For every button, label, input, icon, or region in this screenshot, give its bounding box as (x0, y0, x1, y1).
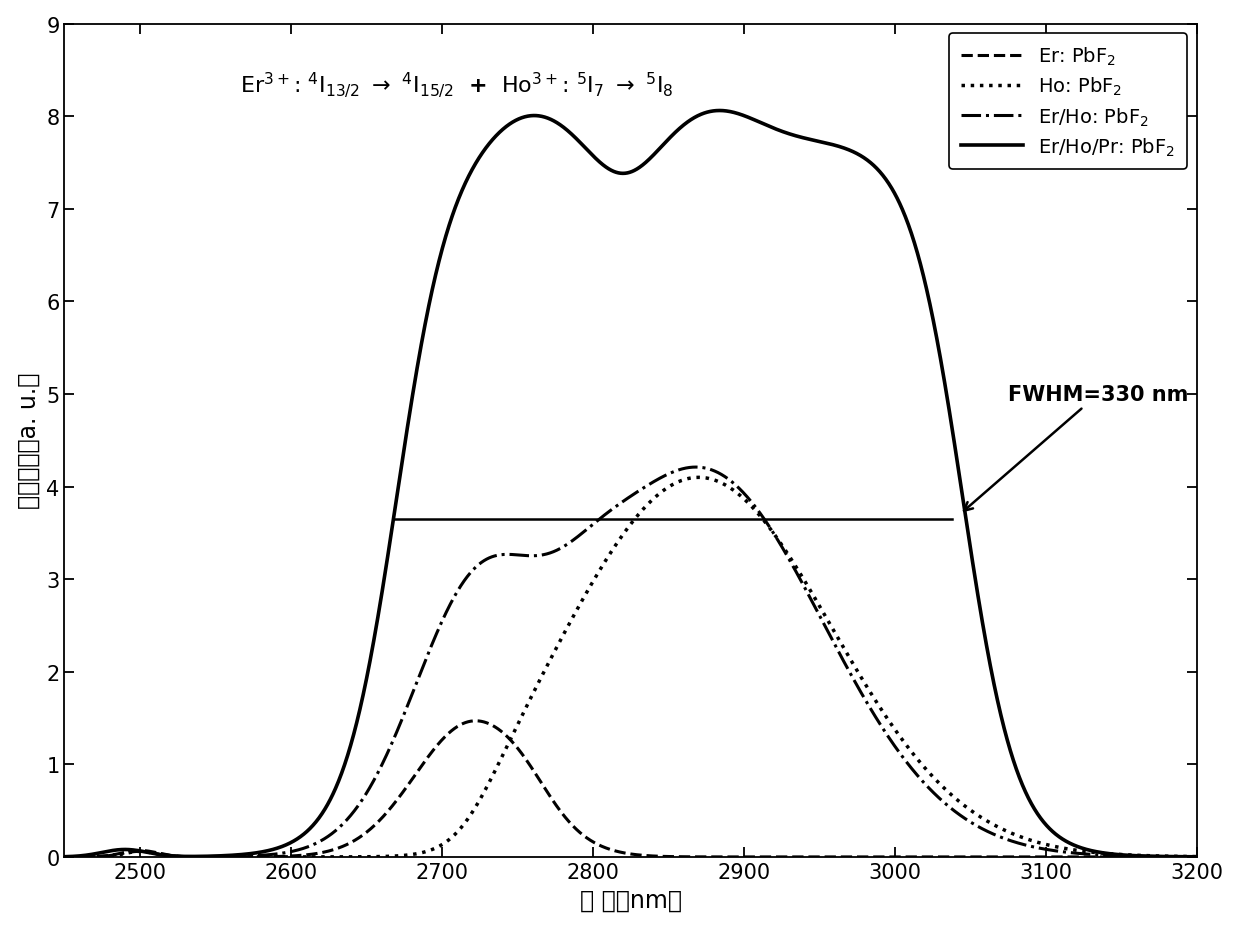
Text: FWHM=330 nm: FWHM=330 nm (963, 384, 1188, 511)
Er: PbF$_2$: (2.72e+03, 1.47): PbF$_2$: (2.72e+03, 1.47) (469, 715, 484, 727)
Er/Ho: PbF$_2$: (2.87e+03, 4.21): PbF$_2$: (2.87e+03, 4.21) (688, 462, 703, 473)
Er/Ho/Pr: PbF$_2$: (3.19e+03, 0.00316): PbF$_2$: (3.19e+03, 0.00316) (1168, 851, 1183, 862)
Er/Ho/Pr: PbF$_2$: (2.54e+03, 0.00521): PbF$_2$: (2.54e+03, 0.00521) (186, 851, 201, 862)
Er/Ho: PbF$_2$: (2.74e+03, 3.26): PbF$_2$: (2.74e+03, 3.26) (491, 550, 506, 561)
Er/Ho/Pr: PbF$_2$: (3.1e+03, 0.271): PbF$_2$: (3.1e+03, 0.271) (1045, 826, 1060, 837)
Er/Ho: PbF$_2$: (3.2e+03, 0.00128): PbF$_2$: (3.2e+03, 0.00128) (1189, 851, 1204, 862)
Ho: PbF$_2$: (2.58e+03, 1.64e-06): PbF$_2$: (2.58e+03, 1.64e-06) (254, 851, 269, 862)
Line: Ho: PbF$_2$: Ho: PbF$_2$ (64, 478, 1197, 857)
Er/Ho/Pr: PbF$_2$: (2.58e+03, 0.052): PbF$_2$: (2.58e+03, 0.052) (253, 846, 268, 857)
Er: PbF$_2$: (3.19e+03, 3.77e-33): PbF$_2$: (3.19e+03, 3.77e-33) (1168, 851, 1183, 862)
Er: PbF$_2$: (3.1e+03, 8.02e-23): PbF$_2$: (3.1e+03, 8.02e-23) (1045, 851, 1060, 862)
Er: PbF$_2$: (3.2e+03, 3.27e-35): PbF$_2$: (3.2e+03, 3.27e-35) (1189, 851, 1204, 862)
Line: Er/Ho: PbF$_2$: Er/Ho: PbF$_2$ (64, 468, 1197, 857)
Er: PbF$_2$: (2.45e+03, 1.19e-05): PbF$_2$: (2.45e+03, 1.19e-05) (57, 851, 72, 862)
Ho: PbF$_2$: (2.77e+03, 2.09): PbF$_2$: (2.77e+03, 2.09) (541, 659, 556, 670)
Legend: Er: PbF$_2$, Ho: PbF$_2$, Er/Ho: PbF$_2$, Er/Ho/Pr: PbF$_2$: Er: PbF$_2$, Ho: PbF$_2$, Er/Ho: PbF$_2$… (949, 34, 1187, 170)
Er/Ho: PbF$_2$: (2.77e+03, 3.28): PbF$_2$: (2.77e+03, 3.28) (541, 548, 556, 560)
Er/Ho/Pr: PbF$_2$: (2.77e+03, 7.98): PbF$_2$: (2.77e+03, 7.98) (541, 113, 556, 124)
Er: PbF$_2$: (2.77e+03, 0.686): PbF$_2$: (2.77e+03, 0.686) (541, 788, 556, 799)
Er: PbF$_2$: (2.74e+03, 1.37): PbF$_2$: (2.74e+03, 1.37) (491, 724, 506, 735)
Ho: PbF$_2$: (3.1e+03, 0.116): PbF$_2$: (3.1e+03, 0.116) (1045, 841, 1060, 852)
Er/Ho/Pr: PbF$_2$: (2.88e+03, 8.06): PbF$_2$: (2.88e+03, 8.06) (712, 106, 727, 117)
Er/Ho: PbF$_2$: (2.54e+03, 0.00192): PbF$_2$: (2.54e+03, 0.00192) (186, 851, 201, 862)
Er/Ho: PbF$_2$: (2.45e+03, 1.86e-05): PbF$_2$: (2.45e+03, 1.86e-05) (57, 851, 72, 862)
Er/Ho: PbF$_2$: (3.19e+03, 0.00256): PbF$_2$: (3.19e+03, 0.00256) (1168, 851, 1183, 862)
X-axis label: 波 长（nm）: 波 长（nm） (579, 887, 682, 911)
Ho: PbF$_2$: (3.19e+03, 0.00657): PbF$_2$: (3.19e+03, 0.00657) (1168, 851, 1183, 862)
Line: Er/Ho/Pr: PbF$_2$: Er/Ho/Pr: PbF$_2$ (64, 111, 1197, 857)
Er: PbF$_2$: (2.58e+03, 0.00164): PbF$_2$: (2.58e+03, 0.00164) (253, 851, 268, 862)
Ho: PbF$_2$: (2.54e+03, 0.000109): PbF$_2$: (2.54e+03, 0.000109) (186, 851, 201, 862)
Y-axis label: 荧光强度（a. u.）: 荧光强度（a. u.） (16, 373, 41, 509)
Er/Ho/Pr: PbF$_2$: (2.45e+03, 0.00232): PbF$_2$: (2.45e+03, 0.00232) (57, 851, 72, 862)
Line: Er: PbF$_2$: Er: PbF$_2$ (64, 721, 1197, 857)
Er/Ho: PbF$_2$: (2.58e+03, 0.017): PbF$_2$: (2.58e+03, 0.017) (253, 850, 268, 861)
Er/Ho/Pr: PbF$_2$: (3.2e+03, 0.00141): PbF$_2$: (3.2e+03, 0.00141) (1189, 851, 1204, 862)
Ho: PbF$_2$: (2.74e+03, 1.02): PbF$_2$: (2.74e+03, 1.02) (491, 757, 506, 768)
Ho: PbF$_2$: (2.87e+03, 4.1): PbF$_2$: (2.87e+03, 4.1) (692, 472, 707, 483)
Ho: PbF$_2$: (2.55e+03, 1.28e-07): PbF$_2$: (2.55e+03, 1.28e-07) (215, 851, 229, 862)
Er/Ho/Pr: PbF$_2$: (2.74e+03, 7.82): PbF$_2$: (2.74e+03, 7.82) (491, 128, 506, 139)
Er/Ho: PbF$_2$: (3.1e+03, 0.0698): PbF$_2$: (3.1e+03, 0.0698) (1045, 845, 1060, 857)
Text: $\mathrm{Er}^{3+}$: $^{4}\mathrm{I}_{13/2}$ $\rightarrow$ $^{4}\mathrm{I}_{15/2}: $\mathrm{Er}^{3+}$: $^{4}\mathrm{I}_{13/… (241, 71, 673, 100)
Ho: PbF$_2$: (2.45e+03, 2.24e-07): PbF$_2$: (2.45e+03, 2.24e-07) (57, 851, 72, 862)
Ho: PbF$_2$: (3.2e+03, 0.00362): PbF$_2$: (3.2e+03, 0.00362) (1189, 851, 1204, 862)
Er: PbF$_2$: (2.54e+03, 0.000885): PbF$_2$: (2.54e+03, 0.000885) (186, 851, 201, 862)
